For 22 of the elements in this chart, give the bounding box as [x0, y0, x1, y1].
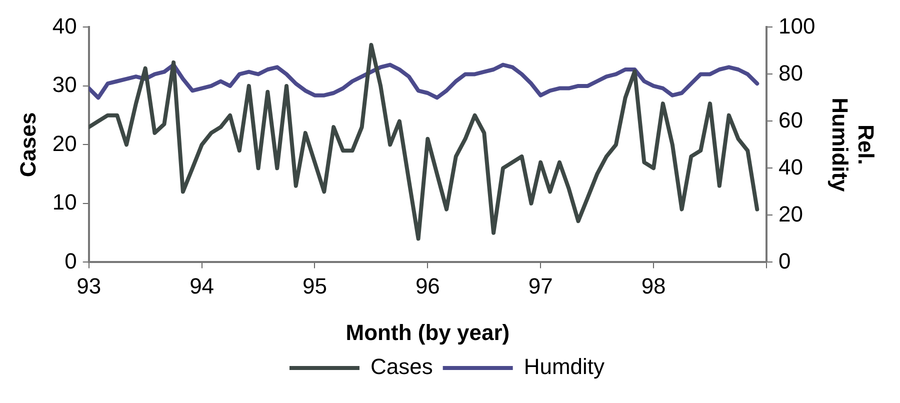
x-tick-label: 95 [302, 273, 327, 298]
y2-tick-label: 40 [778, 154, 803, 180]
x-tick-label: 98 [641, 273, 666, 298]
x-axis-title: Month (by year) [346, 320, 510, 345]
y2-tick-label: 80 [778, 60, 803, 86]
x-tick-label: 94 [190, 273, 214, 298]
y-axis-title: Cases [15, 112, 40, 178]
y2-tick-label: 20 [778, 201, 803, 226]
y2-axis-title: Rel. Humidity [827, 98, 879, 193]
y2-tick-label: 100 [778, 13, 816, 38]
y-tick-label: 30 [52, 72, 77, 98]
legend-label: Humdity [524, 354, 605, 380]
legend-label: Cases [370, 354, 433, 380]
y-tick-label: 10 [52, 190, 77, 215]
x-tick-label: 93 [76, 273, 102, 298]
y2-tick-label: 0 [778, 248, 791, 274]
y-tick-label: 0 [64, 248, 77, 274]
y2-tick-label: 60 [778, 107, 803, 132]
x-tick-label: 96 [415, 273, 440, 298]
y-tick-label: 20 [52, 130, 77, 156]
x-tick-label: 97 [528, 273, 553, 298]
y-tick-label: 40 [52, 13, 77, 38]
